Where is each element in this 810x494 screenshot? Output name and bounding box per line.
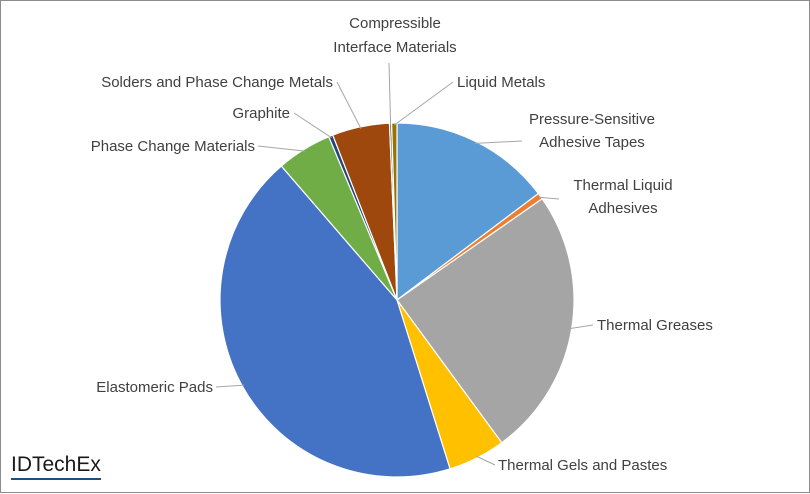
label-thermal-liquid-adhesives-line2: Adhesives xyxy=(588,200,657,217)
leader-line xyxy=(394,81,454,126)
label-graphite: Graphite xyxy=(232,105,290,122)
label-compressible-interface-line1: Compressible xyxy=(349,15,441,32)
label-solders-phase-change-metals: Solders and Phase Change Metals xyxy=(101,74,333,91)
leader-lines-layer xyxy=(215,62,594,466)
label-compressible-interface-line2: Interface Materials xyxy=(333,39,456,56)
label-phase-change-materials: Phase Change Materials xyxy=(91,138,255,155)
label-liquid-metals: Liquid Metals xyxy=(457,74,545,91)
leader-line xyxy=(293,112,332,139)
slices-layer xyxy=(219,122,575,478)
label-pressure-sensitive-line1: Pressure-Sensitive xyxy=(529,111,655,128)
label-thermal-liquid-adhesives-line1: Thermal Liquid xyxy=(573,177,672,194)
label-pressure-sensitive-line2: Adhesive Tapes xyxy=(539,134,645,151)
leader-line xyxy=(215,384,245,388)
leader-line xyxy=(538,196,560,200)
leader-line xyxy=(569,324,594,330)
pie-slice-elastomeric-pads xyxy=(219,165,451,478)
leader-line xyxy=(475,455,496,466)
label-thermal-greases: Thermal Greases xyxy=(597,317,713,334)
leader-line xyxy=(257,145,305,152)
leader-line xyxy=(388,62,392,126)
label-elastomeric-pads: Elastomeric Pads xyxy=(96,379,213,396)
leader-line xyxy=(336,81,362,129)
pie-slice-pressure-sensitive-adhesive-tapes xyxy=(396,122,540,302)
leader-line xyxy=(475,140,523,144)
label-thermal-gels-pastes: Thermal Gels and Pastes xyxy=(498,457,667,474)
idtechex-logo: IDTechEx xyxy=(11,453,101,480)
pie-slice-thermal-greases xyxy=(396,197,575,444)
